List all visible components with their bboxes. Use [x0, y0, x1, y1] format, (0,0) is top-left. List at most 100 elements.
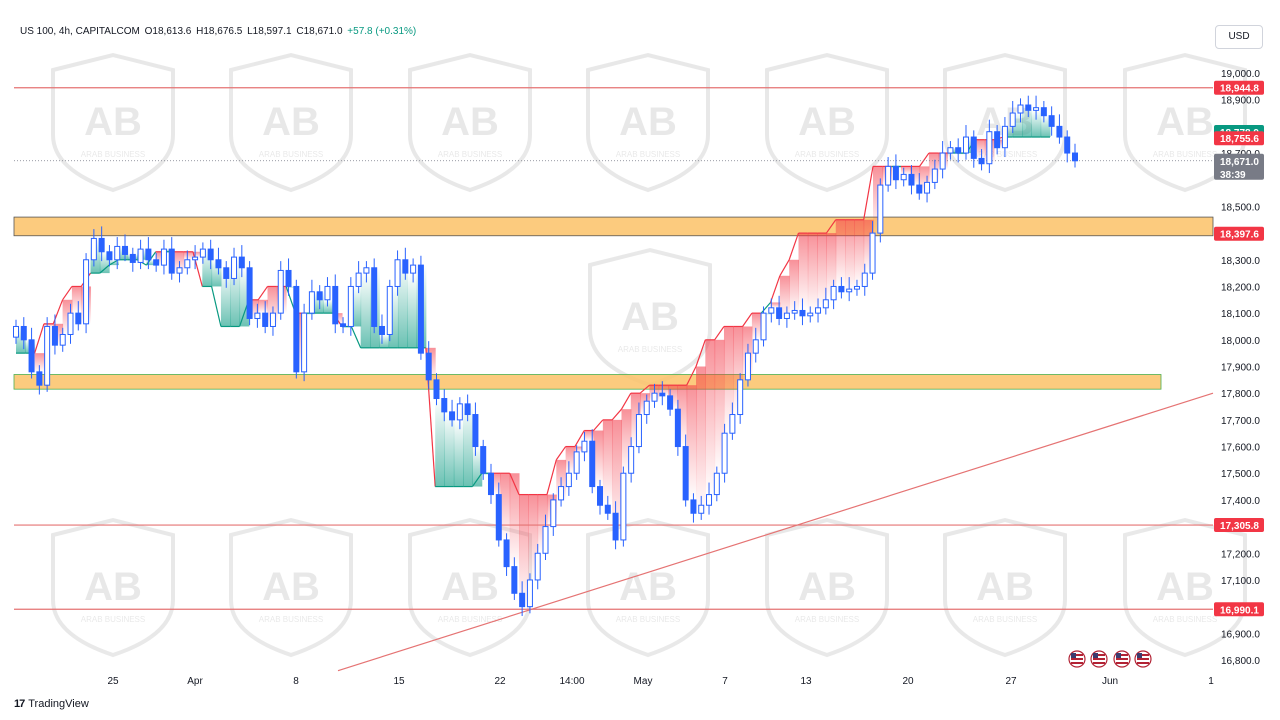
band-segment — [491, 473, 501, 495]
time-tick-label: Jun — [1102, 676, 1118, 687]
candle-body — [908, 173, 915, 186]
time-tick-label: May — [634, 676, 653, 687]
candle-body — [628, 446, 635, 474]
candle-body — [674, 408, 681, 448]
watermark-shield-icon: AB ARAB BUSINESS — [765, 52, 889, 193]
candle-body — [262, 312, 269, 327]
candle-body — [706, 494, 713, 506]
band-line — [99, 264, 110, 274]
watermark-logo: AB — [621, 295, 679, 339]
candle-body — [861, 272, 868, 287]
candle-body — [371, 267, 378, 327]
band-segment — [314, 291, 324, 314]
candle-body — [363, 267, 370, 274]
candle-body — [13, 325, 19, 338]
candle-body — [885, 165, 892, 186]
time-tick-label: 8 — [293, 676, 299, 687]
band-segment — [99, 251, 110, 274]
band-segment — [593, 430, 604, 487]
candle-body — [386, 285, 393, 335]
band-segment — [500, 473, 511, 540]
watermark-logo: AB — [262, 565, 320, 609]
us-flag-event-icon[interactable] — [1068, 650, 1086, 668]
band-segment — [807, 233, 818, 314]
band-line — [546, 459, 557, 495]
band-segment — [71, 286, 82, 314]
candle-body — [347, 285, 354, 327]
change-value: +57.8 (+0.31%) — [347, 26, 417, 37]
price-tick-label: 17,200.0 — [1221, 549, 1260, 560]
band-line — [257, 286, 269, 301]
band-segment — [295, 313, 306, 372]
watermark-logo: AB — [441, 100, 499, 144]
candle-body — [667, 395, 674, 410]
price-tag-label: 17,305.8 — [1220, 521, 1259, 532]
time-tick-label: 1 — [1208, 676, 1214, 687]
band-segment — [826, 233, 837, 300]
watermark-shield-icon: AB ARAB BUSINESS — [586, 517, 710, 658]
candle-body — [402, 259, 409, 274]
watermark-shield-icon: AB ARAB BUSINESS — [586, 52, 710, 193]
candle-body — [480, 446, 487, 474]
band-line — [863, 166, 874, 220]
band-segment — [397, 259, 408, 348]
watermark-text: ARAB BUSINESS — [616, 150, 680, 159]
band-segment — [612, 419, 622, 540]
high-value: H18,676.5 — [196, 26, 243, 37]
candle-body — [285, 269, 292, 287]
candle-body — [355, 272, 362, 287]
band-segment — [286, 286, 296, 288]
band-segment — [453, 419, 464, 487]
trendline-layer — [337, 392, 1214, 672]
band-segment — [900, 166, 911, 175]
band-line — [639, 384, 650, 394]
price-tick-label: 17,800.0 — [1221, 389, 1260, 400]
band-line — [760, 302, 771, 314]
price-tag — [1214, 602, 1264, 617]
us-flag-event-icon[interactable] — [1090, 650, 1108, 668]
candle-body — [776, 307, 783, 319]
watermark-text: ARAB BUSINESS — [618, 345, 682, 354]
band-segment — [267, 286, 278, 327]
band-segment — [723, 326, 734, 434]
candle-body — [713, 472, 720, 496]
band-segment — [705, 339, 716, 495]
candle-body — [659, 392, 666, 397]
candle-body — [604, 504, 611, 514]
candle-body — [417, 264, 424, 354]
band-segment — [528, 494, 539, 580]
candle-body — [114, 245, 121, 261]
band-segment — [192, 251, 203, 258]
us-flag-event-icon[interactable] — [1113, 650, 1131, 668]
candle-body — [293, 285, 300, 373]
time-axis[interactable]: 25 Apr 8 15 22 14:00 May 7 13 20 27 Jun 1 — [107, 676, 1214, 687]
candle-body — [737, 379, 744, 416]
watermark-logo: AB — [84, 100, 142, 144]
band-segment — [472, 446, 483, 487]
band-segment — [658, 385, 669, 396]
watermark-logo: AB — [441, 565, 499, 609]
band-segment — [360, 273, 371, 348]
price-tick-label: 17,700.0 — [1221, 416, 1260, 427]
watermark-text: ARAB BUSINESS — [1153, 615, 1217, 624]
watermark-shield-icon: AB ARAB BUSINESS — [51, 52, 175, 193]
band-segment — [43, 323, 54, 327]
low-value: L18,597.1 — [247, 26, 292, 37]
us-flag-event-icon[interactable] — [1134, 650, 1152, 668]
time-tick-label: 7 — [722, 676, 728, 687]
candle-body — [589, 440, 596, 488]
watermark-text: ARAB BUSINESS — [259, 150, 323, 159]
price-tag — [1214, 131, 1264, 146]
band-segment — [463, 403, 473, 487]
economic-events[interactable] — [1068, 650, 1152, 668]
candle-body — [612, 512, 619, 541]
candle-body — [98, 237, 105, 253]
currency-button[interactable]: USD — [1215, 25, 1263, 49]
price-tag — [1214, 153, 1264, 180]
watermark-text: ARAB BUSINESS — [259, 615, 323, 624]
price-tick-label: 18,500.0 — [1221, 202, 1260, 213]
candle-body — [145, 248, 152, 261]
watermark-text: ARAB BUSINESS — [81, 150, 145, 159]
countdown-label: 38:39 — [1220, 170, 1246, 181]
